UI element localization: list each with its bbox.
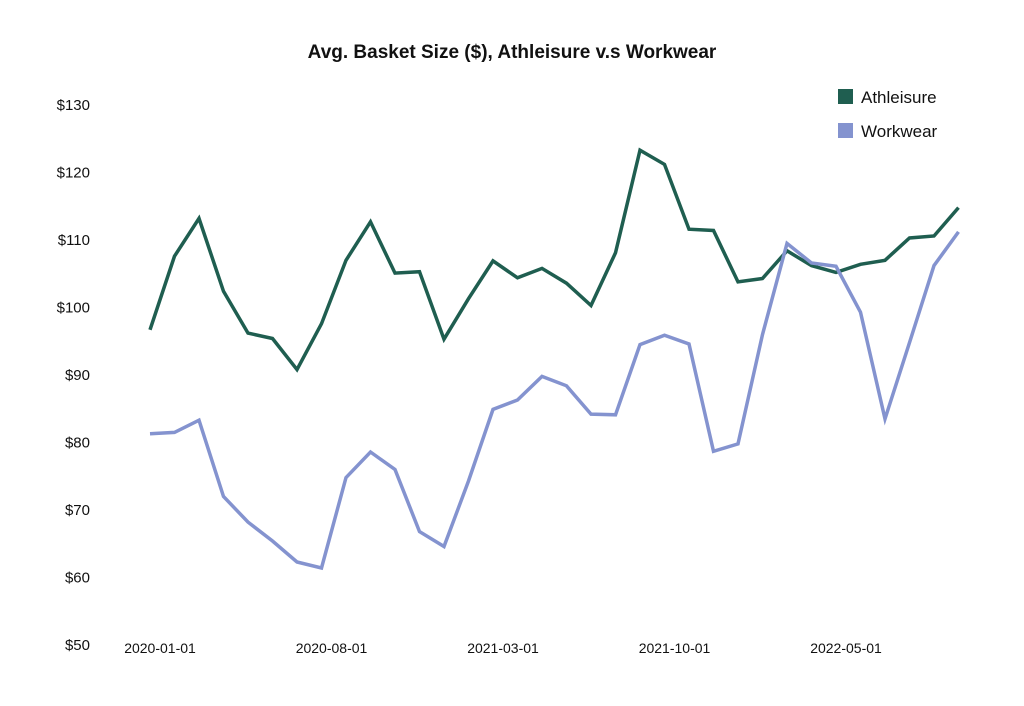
x-tick-label: 2021-03-01 bbox=[467, 640, 539, 656]
y-tick-label: $70 bbox=[65, 502, 90, 519]
x-tick-label: 2020-08-01 bbox=[296, 640, 368, 656]
series-line-workwear bbox=[149, 230, 960, 571]
legend-label-workwear: Workwear bbox=[861, 122, 938, 141]
x-tick-label: 2020-01-01 bbox=[124, 640, 196, 656]
y-tick-label: $120 bbox=[57, 165, 90, 182]
y-tick-label: $50 bbox=[65, 637, 90, 654]
x-tick-label: 2021-10-01 bbox=[639, 640, 711, 656]
legend-label-athleisure: Athleisure bbox=[861, 88, 937, 107]
series-line-athleisure bbox=[148, 147, 960, 373]
y-tick-label: $80 bbox=[65, 435, 90, 452]
legend-swatch-workwear bbox=[838, 123, 853, 138]
x-axis: 2020-01-01 2020-08-01 2021-03-01 2021-10-01… bbox=[124, 640, 882, 656]
y-tick-label: $110 bbox=[58, 232, 90, 249]
y-axis: $50 $60 $70 $80 $90 $100 $110 $120 $130 bbox=[57, 97, 90, 654]
series-layer bbox=[148, 147, 960, 571]
x-tick-label: 2022-05-01 bbox=[810, 640, 882, 656]
y-tick-label: $130 bbox=[57, 97, 90, 114]
y-tick-label: $60 bbox=[65, 570, 90, 587]
legend: Athleisure Workwear bbox=[838, 88, 938, 141]
y-tick-label: $100 bbox=[57, 300, 90, 317]
legend-swatch-athleisure bbox=[838, 89, 853, 104]
chart-title: Avg. Basket Size ($), Athleisure v.s Wor… bbox=[307, 42, 717, 63]
y-tick-label: $90 bbox=[65, 367, 90, 384]
